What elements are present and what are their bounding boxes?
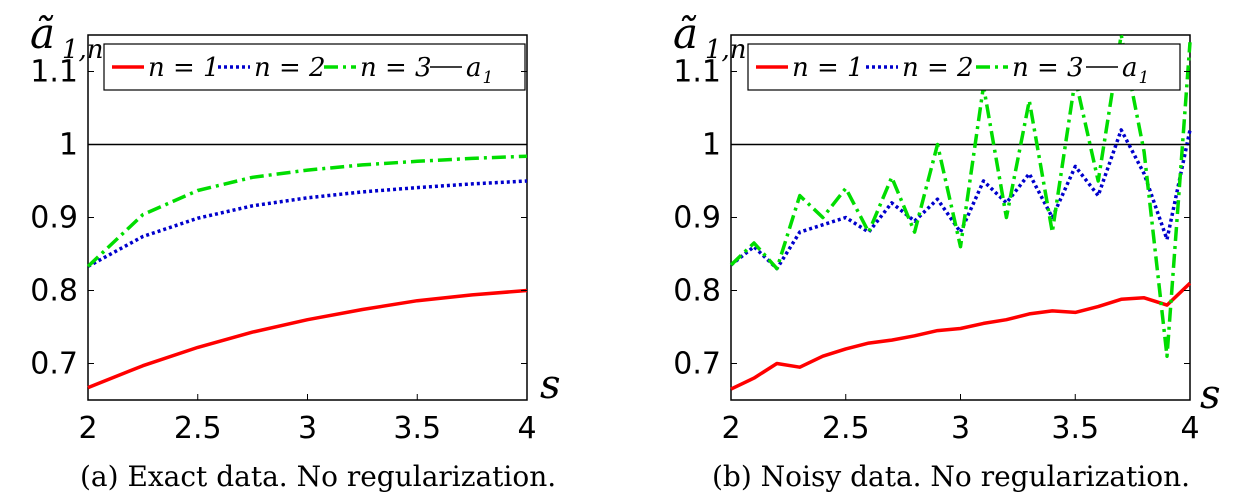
y-tick-label: 1.1 xyxy=(673,55,721,90)
x-tick-label: 4 xyxy=(1180,411,1199,446)
y-tick-label: 0.7 xyxy=(673,347,721,382)
y-tick-label: 0.8 xyxy=(30,274,78,309)
legend-label: n = 1 xyxy=(792,53,864,83)
series-line-1 xyxy=(87,288,528,390)
x-tick-label: 2.5 xyxy=(822,411,870,446)
x-tick-labels: 2 2.5 3 3.5 4 xyxy=(721,394,1200,446)
legend-label-subscript: 1 xyxy=(1139,68,1150,88)
y-tick-label: 1.1 xyxy=(30,55,78,90)
x-tick-label: 4 xyxy=(517,411,536,446)
legend-label: n = 3 xyxy=(1012,53,1084,83)
series-line-3 xyxy=(86,154,528,268)
y-tick-label: 0.7 xyxy=(30,347,78,382)
y-tick-label: 1 xyxy=(702,128,721,163)
y-tick-label: 0.9 xyxy=(673,201,721,236)
series-line-1 xyxy=(730,281,1192,391)
legend-label: n = 2 xyxy=(254,53,326,83)
y-tick-label: 0.8 xyxy=(673,274,721,309)
y-tick-label: 1 xyxy=(59,128,78,163)
x-axis-label: s xyxy=(1200,372,1221,418)
x-tick-labels: 2 2.5 3 3.5 4 xyxy=(78,394,537,446)
x-tick-label: 3.5 xyxy=(1051,411,1099,446)
series-lines xyxy=(729,33,1192,391)
panel-caption: (b) Noisy data. No regularization. xyxy=(712,460,1190,493)
x-tick-label: 2.5 xyxy=(174,411,222,446)
y-axis-label-subscript: 1,n xyxy=(705,35,747,65)
legend-label: a xyxy=(466,53,482,83)
legend-label: a xyxy=(1122,53,1138,83)
x-axis-label: s xyxy=(540,362,561,408)
x-tick-label: 2 xyxy=(721,411,740,446)
y-tick-labels: 0.7 0.8 0.9 1 1.1 xyxy=(30,55,527,382)
y-axis-label: ã xyxy=(30,9,55,58)
y-tick-label: 0.9 xyxy=(30,201,78,236)
legend-label: n = 1 xyxy=(148,53,220,83)
x-tick-label: 3.5 xyxy=(393,411,441,446)
y-axis-label-subscript: 1,n xyxy=(62,35,104,65)
series-line-3 xyxy=(729,33,1192,358)
x-tick-label: 2 xyxy=(78,411,97,446)
series-lines xyxy=(86,143,528,390)
y-axis-label: ã xyxy=(673,9,698,58)
x-tick-label: 3 xyxy=(951,411,970,446)
legend-label-subscript: 1 xyxy=(483,68,494,88)
legend-label: n = 3 xyxy=(360,53,432,83)
legend-label: n = 2 xyxy=(902,53,974,83)
y-tick-labels: 0.7 0.8 0.9 1 1.1 xyxy=(673,55,1190,382)
series-line-2 xyxy=(87,179,528,268)
x-tick-label: 3 xyxy=(298,411,317,446)
series-line-2 xyxy=(729,128,1192,271)
panel-caption: (a) Exact data. No regularization. xyxy=(80,460,556,493)
